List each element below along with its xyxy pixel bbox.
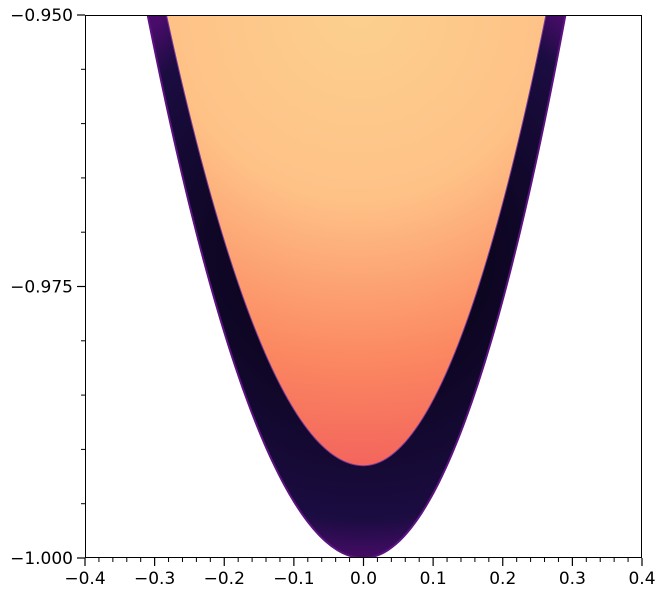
x-tick-label: −0.3 <box>134 569 175 589</box>
x-tick-label: 0.0 <box>350 569 377 589</box>
x-tick-label: 0.2 <box>489 569 516 589</box>
x-tick-label: −0.2 <box>204 569 245 589</box>
x-tick-label: −0.4 <box>64 569 105 589</box>
y-tick-label: −0.975 <box>10 278 73 298</box>
y-axis: −1.000 −0.975 −0.950 <box>10 6 85 569</box>
x-tick-label: 0.1 <box>420 569 447 589</box>
x-tick-label: 0.3 <box>559 569 586 589</box>
x-tick-label: 0.4 <box>628 569 655 589</box>
y-tick-label: −1.000 <box>10 549 73 569</box>
x-axis: −0.4 −0.3 −0.2 −0.1 0.0 0.1 0.2 0.3 0.4 <box>64 558 655 589</box>
y-tick-label: −0.950 <box>10 6 73 26</box>
x-tick-label: −0.1 <box>273 569 314 589</box>
